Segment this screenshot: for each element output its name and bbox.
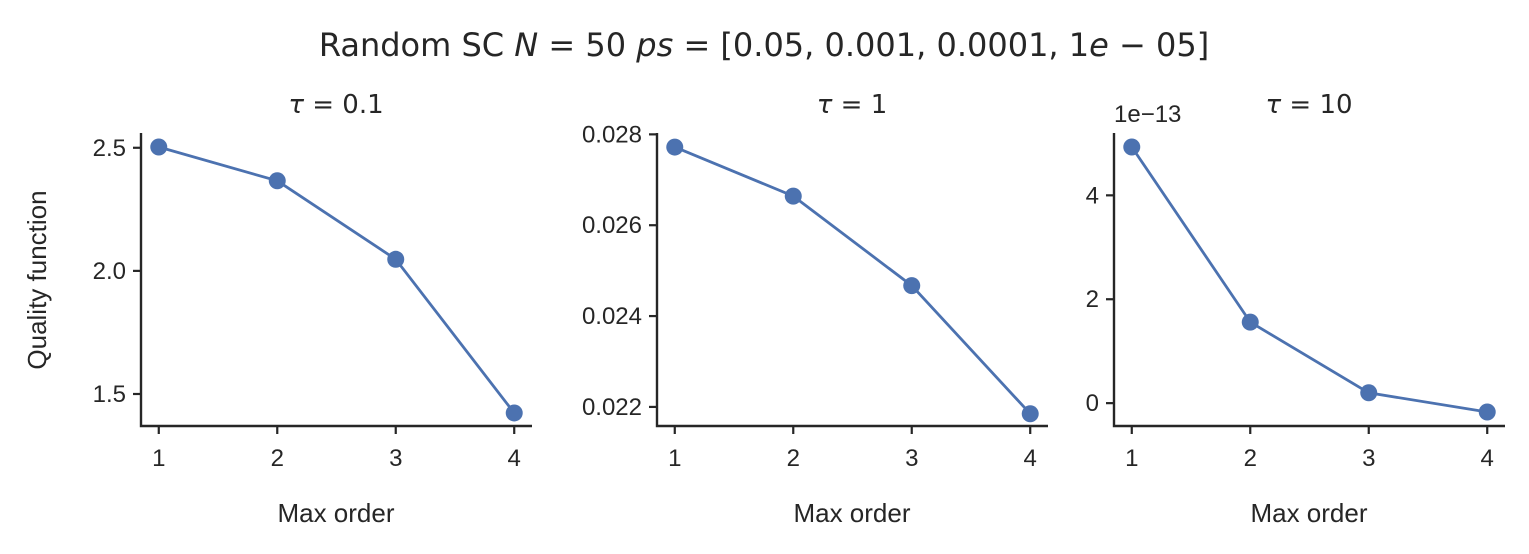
figure-title: Random SC N = 50 ps = [0.05, 0.001, 0.00… [319, 26, 1209, 64]
x-axis-label: Max order [793, 498, 910, 528]
x-tick-label: 2 [787, 445, 800, 472]
y-axis-label: Quality function [22, 190, 52, 369]
x-axis-label: Max order [277, 498, 394, 528]
subplot-title: τ = 0.1 [288, 90, 383, 120]
subplot-title: τ = 1 [817, 90, 888, 120]
y-tick-label: 2.5 [93, 135, 126, 162]
x-tick-label: 1 [1125, 445, 1138, 472]
y-tick-label: 2 [1086, 286, 1099, 313]
y-tick-label: 4 [1086, 182, 1099, 209]
data-point [666, 138, 684, 156]
x-tick-label: 2 [1244, 445, 1257, 472]
x-tick-label: 3 [905, 445, 918, 472]
data-point [150, 138, 168, 156]
data-point [387, 250, 405, 268]
data-point [1241, 313, 1259, 331]
y-tick-label: 0.022 [582, 394, 642, 421]
x-tick-label: 4 [508, 445, 521, 472]
data-point [1021, 405, 1039, 423]
subplot-title: τ = 10 [1265, 90, 1352, 120]
x-tick-label: 3 [389, 445, 402, 472]
x-tick-label: 4 [1024, 445, 1037, 472]
x-axis-label: Max order [1250, 498, 1367, 528]
series-line [158, 145, 516, 414]
data-point [268, 172, 286, 190]
data-point [1360, 384, 1378, 402]
x-tick-label: 1 [668, 445, 681, 472]
axis-spines [1112, 133, 1505, 428]
x-tick-label: 2 [271, 445, 284, 472]
data-point [784, 187, 802, 205]
y-tick-label: 0.028 [582, 121, 642, 148]
y-tick-label: 0.024 [582, 303, 642, 330]
x-tick-label: 3 [1362, 445, 1375, 472]
data-point [1123, 138, 1141, 156]
data-point [505, 404, 523, 422]
series-line [1130, 146, 1488, 414]
subplot-tau-10: τ = 10 1e−13 1 2 3 4 0 2 4 Max order [1086, 90, 1505, 528]
data-point [1478, 403, 1496, 421]
series-line [674, 145, 1032, 415]
y-tick-label: 0 [1086, 390, 1099, 417]
axis-spines [139, 133, 532, 428]
x-tick-label: 1 [152, 445, 165, 472]
axis-spines [655, 133, 1048, 428]
y-tick-label: 2.0 [93, 258, 126, 285]
subplot-tau-0-1: τ = 0.1 1 2 3 4 1.5 2.0 2.5 Max order Quality … [22, 90, 532, 528]
subplot-tau-1: τ = 1 1 2 3 4 0.022 0.024 0.026 0.028 Max order [582, 90, 1048, 528]
x-tick-label: 4 [1481, 445, 1494, 472]
offset-text: 1e−13 [1114, 101, 1181, 128]
y-tick-label: 0.026 [582, 212, 642, 239]
data-point [903, 277, 921, 295]
y-tick-label: 1.5 [93, 381, 126, 408]
